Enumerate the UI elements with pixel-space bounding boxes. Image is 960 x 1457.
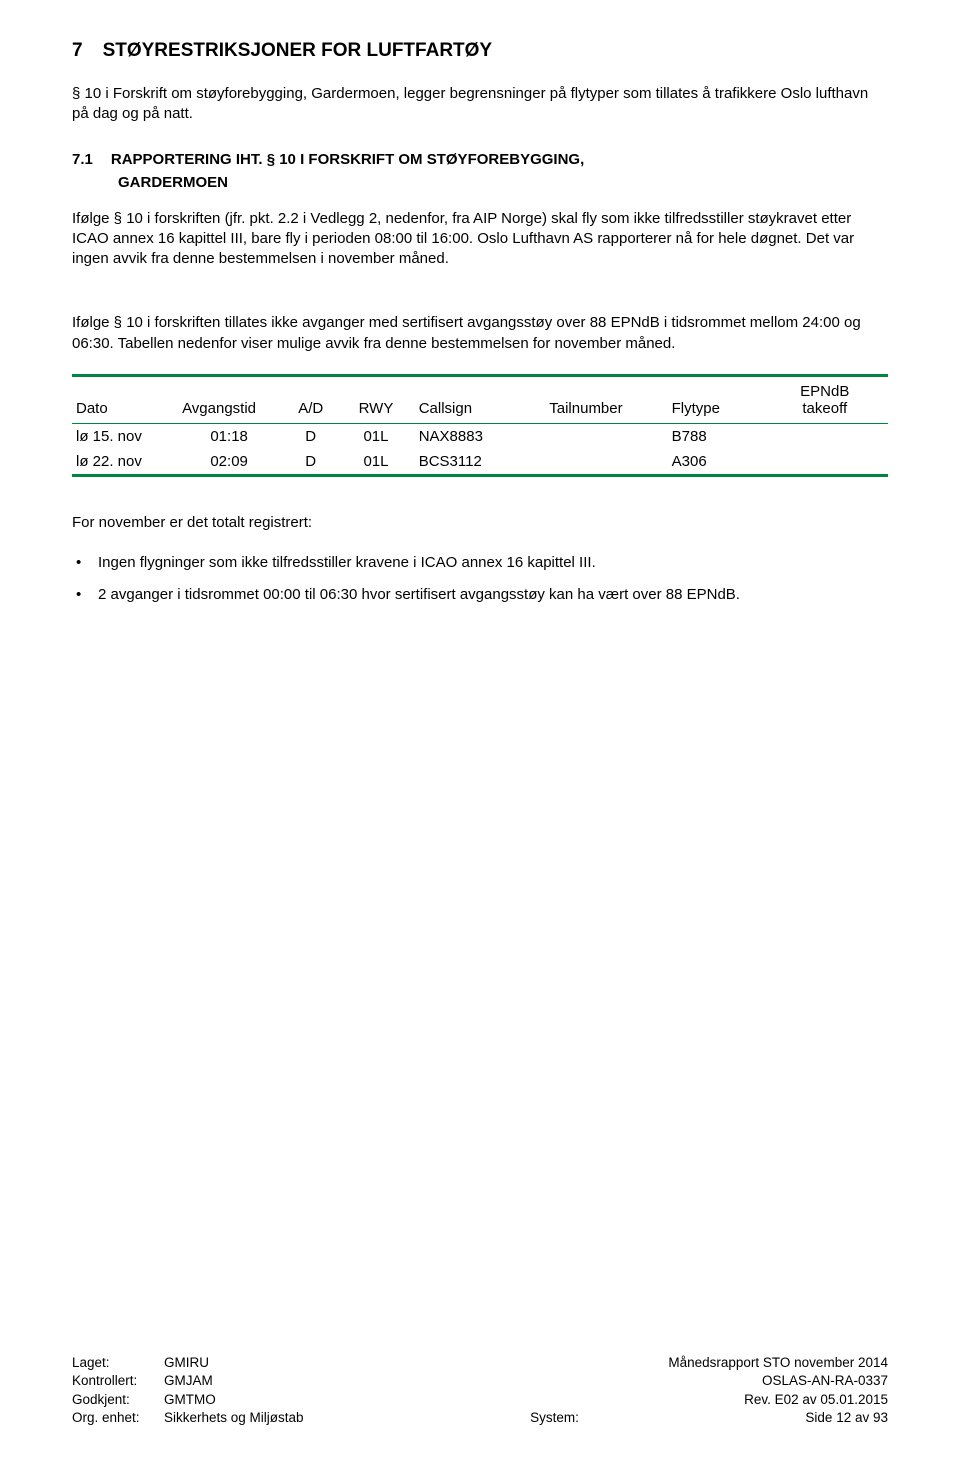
section-7-intro: § 10 i Forskrift om støyforebygging, Gar… [72,84,888,125]
section-71-para2: Ifølge § 10 i forskriften tillates ikke … [72,313,888,354]
th-avgangstid: Avgangstid [178,375,284,423]
td-epndb [766,449,888,476]
td-rwy: 01L [341,449,414,476]
bullet-text: 2 avganger i tidsrommet 00:00 til 06:30 … [98,585,740,605]
td-avgangstid: 02:09 [178,449,284,476]
deviation-table: Dato Avgangstid A/D RWY Callsign Tailnum… [72,374,888,477]
bullet-item: •Ingen flygninger som ikke tilfredsstill… [76,553,888,573]
section-7-heading: 7 STØYRESTRIKSJONER FOR LUFTFARTØY [72,40,888,62]
td-ad: D [284,423,341,449]
th-ad: A/D [284,375,341,423]
td-ad: D [284,449,341,476]
th-rwy: RWY [341,375,414,423]
bullet-list: •Ingen flygninger som ikke tilfredsstill… [76,553,888,606]
td-epndb [766,423,888,449]
footer-label: Kontrollert: [72,1372,164,1390]
td-flytype: A306 [668,449,766,476]
footer-left: Kontrollert:GMJAM [72,1372,213,1390]
footer-row: Org. enhet:Sikkerhets og Miljøstab System… [72,1409,888,1427]
th-epndb: EPNdBtakeoff [766,375,888,423]
td-rwy: 01L [341,423,414,449]
footer-value: GMTMO [164,1391,216,1409]
table-row: lø 22. nov02:09D01LBCS3112 A306 [72,449,888,476]
bullet-item: •2 avganger i tidsrommet 00:00 til 06:30… [76,585,888,605]
section-71-title: RAPPORTERING IHT. § 10 I FORSKRIFT OM ST… [111,151,584,168]
footer-left: Org. enhet:Sikkerhets og Miljøstab [72,1409,304,1427]
footer-value: GMJAM [164,1372,213,1390]
section-71-num: 7.1 [72,151,93,168]
footer-left: Laget:GMIRU [72,1354,209,1372]
footer-right: Rev. E02 av 05.01.2015 [744,1391,888,1409]
footer-label: Laget: [72,1354,164,1372]
footer-row: Laget:GMIRU Månedsrapport STO november 20… [72,1354,888,1372]
td-tailnumber [545,423,667,449]
footer-row: Kontrollert:GMJAM OSLAS-AN-RA-0337 [72,1372,888,1390]
footer-value: GMIRU [164,1354,209,1372]
section-71-sub: GARDERMOEN [118,174,888,191]
td-avgangstid: 01:18 [178,423,284,449]
footer-label: Godkjent: [72,1391,164,1409]
footer-right: OSLAS-AN-RA-0337 [762,1372,888,1390]
th-callsign: Callsign [415,375,546,423]
th-tailnumber: Tailnumber [545,375,667,423]
section-71-para1: Ifølge § 10 i forskriften (jfr. pkt. 2.2… [72,209,888,270]
section-7-num: 7 [72,40,83,62]
section-7-title: STØYRESTRIKSJONER FOR LUFTFARTØY [103,40,493,62]
th-dato: Dato [72,375,178,423]
bullet-dot-icon: • [76,585,98,605]
footer-mid: System: [530,1409,579,1427]
table-row: lø 15. nov01:18D01LNAX8883 B788 [72,423,888,449]
footer: Laget:GMIRU Månedsrapport STO november 20… [72,1354,888,1427]
footer-label: Org. enhet: [72,1409,164,1427]
footer-row: Godkjent:GMTMO Rev. E02 av 05.01.2015 [72,1391,888,1409]
footer-value: Sikkerhets og Miljøstab [164,1409,304,1427]
td-dato: lø 15. nov [72,423,178,449]
th-flytype: Flytype [668,375,766,423]
section-71-heading: 7.1 RAPPORTERING IHT. § 10 I FORSKRIFT O… [72,151,888,168]
td-callsign: BCS3112 [415,449,546,476]
page: 7 STØYRESTRIKSJONER FOR LUFTFARTØY § 10 … [0,0,960,1457]
td-dato: lø 22. nov [72,449,178,476]
footer-right: Månedsrapport STO november 2014 [668,1354,888,1372]
post-intro: For november er det totalt registrert: [72,513,888,533]
td-flytype: B788 [668,423,766,449]
footer-right: Side 12 av 93 [805,1409,888,1427]
th-epndb-text: EPNdBtakeoff [800,383,849,417]
td-tailnumber [545,449,667,476]
table-header-row: Dato Avgangstid A/D RWY Callsign Tailnum… [72,375,888,423]
bullet-dot-icon: • [76,553,98,573]
td-callsign: NAX8883 [415,423,546,449]
footer-left: Godkjent:GMTMO [72,1391,216,1409]
bullet-text: Ingen flygninger som ikke tilfredsstille… [98,553,596,573]
